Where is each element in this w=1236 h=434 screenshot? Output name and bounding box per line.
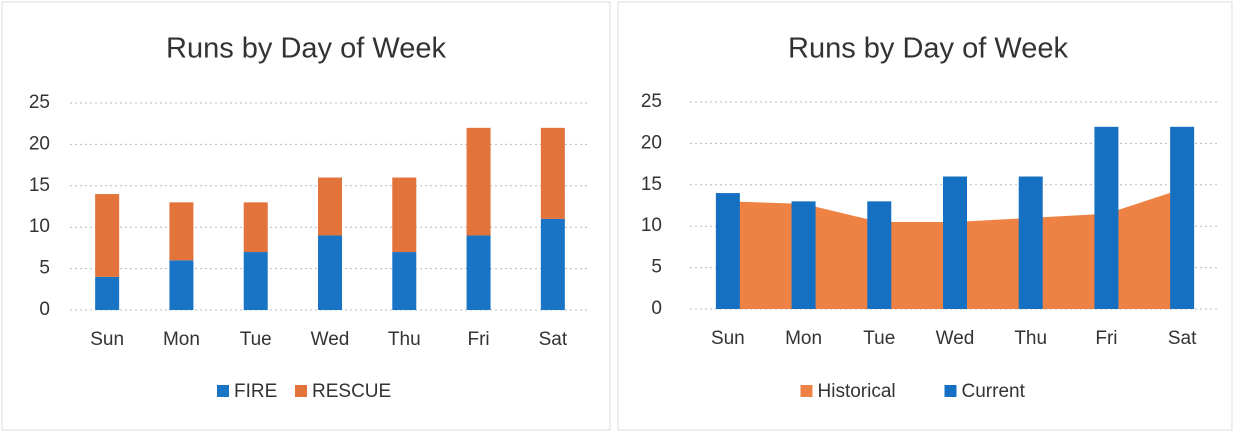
bar <box>943 176 967 309</box>
bar <box>1094 126 1119 309</box>
y-tick-label: 0 <box>651 298 662 319</box>
legend-label: RESCUE <box>312 381 391 402</box>
bar <box>392 252 417 310</box>
legend-label: Historical <box>818 381 896 402</box>
y-tick-label: 15 <box>29 175 50 196</box>
x-tick-label: Sat <box>1168 328 1197 349</box>
legend-swatch <box>944 385 957 397</box>
x-tick-label: Sat <box>539 329 568 350</box>
bar <box>392 177 417 253</box>
bar <box>95 194 120 277</box>
x-tick-label: Tue <box>863 328 895 349</box>
x-tick-label: Mon <box>163 329 200 350</box>
legend-swatch <box>800 385 813 397</box>
y-tick-label: 15 <box>641 174 662 195</box>
bar <box>243 252 268 310</box>
bar <box>169 260 194 310</box>
bar <box>540 127 565 219</box>
legend-label: Current <box>962 381 1026 402</box>
x-tick-label: Tue <box>240 329 272 350</box>
y-tick-label: 0 <box>39 299 50 320</box>
bar <box>1018 176 1043 309</box>
chart-title: Runs by Day of Week <box>166 33 446 65</box>
bar <box>466 127 491 236</box>
bar <box>540 218 565 310</box>
x-tick-label: Thu <box>1014 328 1047 349</box>
bar <box>318 235 342 310</box>
bar <box>318 177 342 236</box>
panel <box>1 1 611 431</box>
y-tick-label: 20 <box>29 133 50 154</box>
y-tick-label: 25 <box>641 91 662 112</box>
y-tick-label: 20 <box>641 132 662 153</box>
x-tick-label: Mon <box>785 328 822 349</box>
y-tick-label: 5 <box>39 258 50 279</box>
x-tick-label: Sun <box>711 328 745 349</box>
chart-title: Runs by Day of Week <box>788 33 1068 65</box>
x-tick-label: Fri <box>467 329 489 350</box>
bar <box>243 202 268 253</box>
bar <box>95 276 120 310</box>
bar <box>715 193 740 309</box>
bar <box>867 201 892 309</box>
bar <box>169 202 194 261</box>
legend-label: FIRE <box>234 381 277 402</box>
y-tick-label: 10 <box>641 215 662 236</box>
y-tick-label: 5 <box>651 257 662 278</box>
x-tick-label: Thu <box>388 329 421 350</box>
legend-swatch <box>217 385 229 397</box>
bar <box>791 201 816 309</box>
legend-swatch <box>295 385 307 397</box>
bar <box>1170 126 1195 309</box>
y-tick-label: 25 <box>29 92 50 113</box>
x-tick-label: Fri <box>1095 328 1117 349</box>
bar <box>466 235 491 310</box>
y-tick-label: 10 <box>29 216 50 237</box>
x-tick-label: Wed <box>311 329 350 350</box>
x-tick-label: Wed <box>936 328 975 349</box>
x-tick-label: Sun <box>90 329 124 350</box>
